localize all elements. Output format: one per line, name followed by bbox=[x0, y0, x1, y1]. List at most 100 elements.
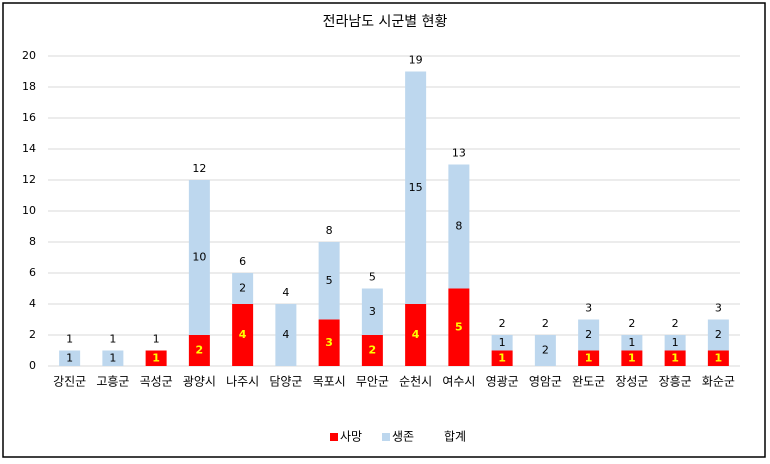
total-label: 3 bbox=[715, 302, 722, 315]
y-tick-label: 4 bbox=[29, 297, 36, 310]
legend-label: 생존 bbox=[392, 430, 414, 444]
y-tick-label: 20 bbox=[22, 49, 36, 62]
x-tick-label: 광양시 bbox=[183, 375, 216, 389]
bar-segment bbox=[448, 288, 470, 366]
y-tick-label: 14 bbox=[22, 142, 36, 155]
data-label: 1 bbox=[152, 351, 160, 364]
x-tick-label: 화순군 bbox=[702, 375, 735, 389]
total-label: 4 bbox=[282, 286, 289, 299]
total-label: 12 bbox=[192, 162, 206, 175]
data-label: 3 bbox=[325, 336, 333, 349]
total-label: 13 bbox=[452, 147, 466, 160]
bar-segment bbox=[664, 335, 686, 351]
bar-segment bbox=[188, 335, 210, 366]
data-label: 1 bbox=[66, 351, 73, 364]
total-label: 2 bbox=[499, 317, 506, 330]
data-label: 8 bbox=[455, 220, 462, 233]
data-label: 2 bbox=[196, 344, 204, 357]
bar-segment bbox=[145, 350, 167, 366]
data-label: 15 bbox=[409, 181, 423, 194]
data-label: 1 bbox=[672, 336, 679, 349]
data-label: 2 bbox=[585, 328, 592, 341]
x-tick-label: 영광군 bbox=[486, 375, 519, 389]
x-tick-label: 장성군 bbox=[615, 375, 648, 389]
bar-segment bbox=[275, 304, 297, 366]
data-label: 4 bbox=[239, 328, 247, 341]
total-label: 3 bbox=[585, 302, 592, 315]
bar-segment bbox=[621, 350, 643, 366]
bar-segment bbox=[318, 319, 340, 366]
data-label: 5 bbox=[326, 274, 333, 287]
y-tick-label: 8 bbox=[29, 235, 36, 248]
data-label: 2 bbox=[715, 328, 722, 341]
total-label: 2 bbox=[672, 317, 679, 330]
bar-segment bbox=[448, 164, 470, 289]
y-tick-label: 12 bbox=[22, 173, 36, 186]
bar-segment bbox=[232, 304, 254, 366]
total-label: 2 bbox=[628, 317, 635, 330]
bar-segment bbox=[361, 288, 383, 335]
bar-segment bbox=[534, 335, 556, 366]
data-label: 3 bbox=[369, 305, 376, 318]
data-label: 2 bbox=[239, 282, 246, 295]
bar-segment bbox=[707, 350, 729, 366]
bar-segment bbox=[188, 180, 210, 335]
bar-segment bbox=[491, 335, 513, 351]
bar-segment bbox=[491, 350, 513, 366]
total-label: 1 bbox=[66, 333, 73, 346]
data-label: 1 bbox=[715, 351, 723, 364]
data-label: 1 bbox=[628, 351, 636, 364]
bar-segment bbox=[59, 350, 81, 366]
x-tick-label: 고흥군 bbox=[96, 375, 129, 389]
chart-border bbox=[2, 2, 766, 458]
bar-segment bbox=[405, 304, 427, 366]
bar-segment bbox=[707, 319, 729, 351]
data-label: 2 bbox=[542, 344, 549, 357]
bar-segment bbox=[621, 335, 643, 351]
y-tick-label: 0 bbox=[29, 359, 36, 372]
data-label: 10 bbox=[192, 251, 206, 264]
data-label: 5 bbox=[455, 320, 463, 333]
y-tick-label: 6 bbox=[29, 266, 36, 279]
x-tick-label: 여수시 bbox=[442, 375, 475, 389]
x-tick-label: 담양군 bbox=[269, 375, 302, 389]
x-tick-label: 강진군 bbox=[53, 375, 86, 389]
total-label: 8 bbox=[326, 224, 333, 237]
legend-swatch bbox=[382, 433, 390, 441]
total-label: 1 bbox=[153, 333, 160, 346]
chart-title: 전라남도 시군별 현황 bbox=[323, 14, 448, 30]
bar-segment bbox=[318, 242, 340, 320]
bar-segment bbox=[102, 350, 124, 366]
legend-label: 합계 bbox=[444, 430, 466, 444]
y-tick-label: 10 bbox=[22, 204, 36, 217]
data-label: 4 bbox=[412, 328, 420, 341]
x-tick-label: 나주시 bbox=[226, 375, 259, 389]
total-label: 19 bbox=[409, 54, 423, 67]
total-label: 1 bbox=[109, 333, 116, 346]
bar-segment bbox=[405, 71, 427, 304]
x-tick-label: 영암군 bbox=[529, 375, 562, 389]
data-label: 1 bbox=[109, 351, 116, 364]
y-tick-label: 2 bbox=[29, 328, 36, 341]
data-label: 1 bbox=[628, 336, 635, 349]
data-label: 1 bbox=[498, 351, 506, 364]
total-label: 2 bbox=[542, 317, 549, 330]
legend-label: 사망 bbox=[340, 430, 362, 444]
bar-segment bbox=[664, 350, 686, 366]
total-label: 6 bbox=[239, 255, 246, 268]
x-tick-label: 장흥군 bbox=[659, 375, 692, 389]
x-tick-label: 곡성군 bbox=[140, 375, 173, 389]
bar-segment bbox=[578, 319, 600, 351]
data-label: 1 bbox=[585, 351, 593, 364]
bar-segment bbox=[232, 273, 254, 304]
x-tick-label: 완도군 bbox=[572, 375, 605, 389]
bar-segment bbox=[578, 350, 600, 366]
bar-segment bbox=[361, 335, 383, 366]
legend-swatch bbox=[330, 433, 338, 441]
data-label: 4 bbox=[282, 328, 289, 341]
data-label: 2 bbox=[369, 344, 377, 357]
data-label: 1 bbox=[499, 336, 506, 349]
x-tick-label: 목포시 bbox=[313, 375, 346, 389]
x-tick-label: 순천시 bbox=[399, 374, 432, 389]
